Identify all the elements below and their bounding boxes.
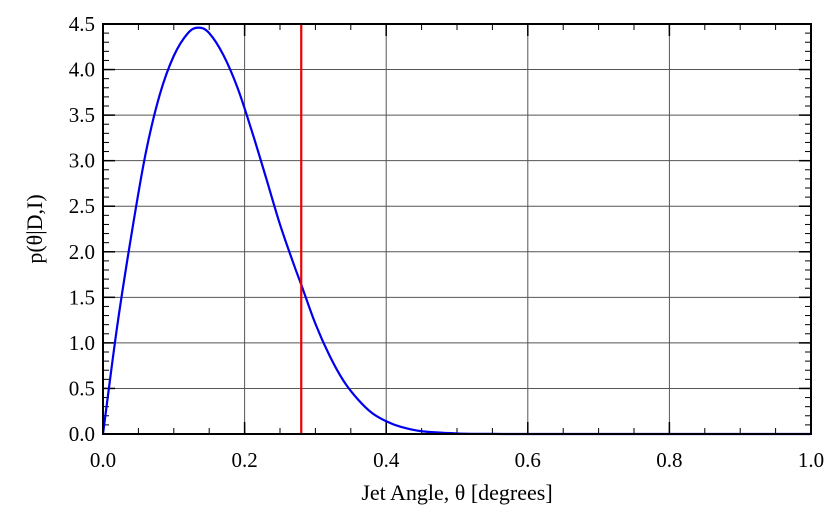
x-tick-labels: 0.0 0.2 0.4 0.6 0.8 1.0 — [90, 448, 824, 472]
series-layer — [101, 26, 811, 436]
y-tick-label: 0.5 — [69, 376, 95, 400]
y-tick-label: 4.0 — [69, 58, 95, 82]
y-tick-labels: 0.0 0.5 1.0 1.5 2.0 2.5 3.0 3.5 4.0 4.5 — [69, 12, 95, 446]
y-tick-label: 3.0 — [69, 149, 95, 173]
y-tick-label: 3.5 — [69, 103, 95, 127]
x-axis-label: Jet Angle, θ [degrees] — [361, 480, 552, 505]
series-line — [101, 26, 811, 436]
x-tick-label: 0.2 — [231, 448, 257, 472]
x-tick-label: 0.6 — [515, 448, 541, 472]
x-tick-label: 1.0 — [798, 448, 824, 472]
x-tick-label: 0.0 — [90, 448, 116, 472]
y-tick-label: 2.5 — [69, 194, 95, 218]
y-tick-label: 2.0 — [69, 240, 95, 264]
y-tick-label: 0.0 — [69, 422, 95, 446]
minor-ticks — [102, 23, 812, 435]
y-tick-label: 4.5 — [69, 12, 95, 36]
y-tick-label: 1.5 — [69, 285, 95, 309]
x-tick-label: 0.8 — [656, 448, 682, 472]
grid-lines — [102, 23, 812, 435]
y-axis-label: p(θ|D,I) — [22, 194, 47, 263]
plot-frame — [102, 23, 812, 435]
y-tick-label: 1.0 — [69, 331, 95, 355]
x-tick-label: 0.4 — [373, 448, 400, 472]
major-ticks — [102, 23, 812, 435]
